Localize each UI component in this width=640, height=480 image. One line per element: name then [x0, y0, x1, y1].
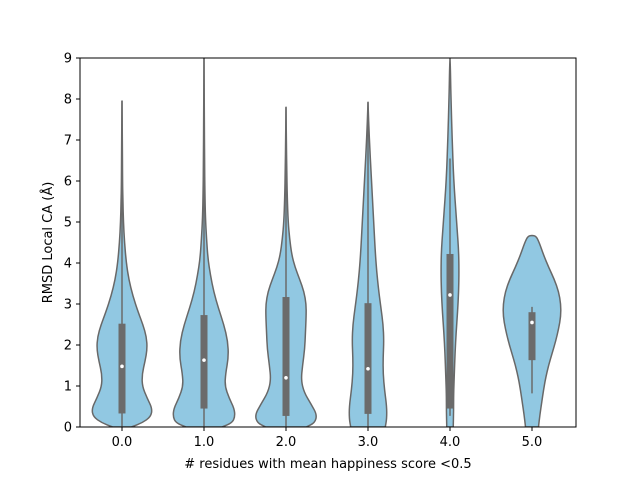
y-tick-label-9: 9: [64, 52, 72, 67]
y-tick-label-7: 7: [64, 134, 72, 149]
x-tick-label-4.0: 4.0: [440, 435, 461, 450]
violin-group-0.0: [91, 100, 153, 427]
y-tick-label-4: 4: [64, 257, 72, 272]
y-tick-label-3: 3: [64, 298, 72, 313]
violin-median-3.0: [366, 366, 370, 371]
x-axis-label: # residues with mean happiness score <0.…: [184, 457, 471, 472]
violin-median-0.0: [120, 364, 124, 369]
x-tick-label-1.0: 1.0: [194, 435, 215, 450]
violin-group-1.0: [172, 58, 236, 427]
violin-iqr-box-0.0: [118, 323, 126, 414]
x-tick-label-3.0: 3.0: [358, 435, 379, 450]
violin-iqr-box-2.0: [282, 297, 290, 416]
violin-median-1.0: [202, 358, 206, 362]
violin-iqr-box-3.0: [364, 303, 372, 414]
violins-layer: [91, 58, 562, 427]
violin-iqr-box-4.0: [446, 253, 454, 409]
y-tick-label-6: 6: [64, 175, 72, 190]
y-axis: 0 1 2 3 4 5 6 7 8 9: [64, 52, 80, 436]
violin-iqr-box-5.0: [528, 312, 536, 361]
violin-group-3.0: [348, 101, 388, 427]
y-tick-label-1: 1: [64, 380, 72, 395]
x-axis: 0.0 1.0 2.0 3.0 4.0 5.0: [112, 427, 543, 450]
violin-median-5.0: [530, 320, 534, 325]
violin-group-2.0: [255, 106, 317, 427]
y-tick-label-5: 5: [64, 216, 72, 231]
y-tick-label-0: 0: [64, 421, 72, 436]
x-tick-label-2.0: 2.0: [276, 435, 297, 450]
violin-median-4.0: [448, 293, 452, 297]
y-axis-label: RMSD Local CA (Å): [40, 182, 56, 304]
violin-median-2.0: [284, 376, 288, 380]
x-tick-label-0.0: 0.0: [112, 435, 133, 450]
y-tick-label-2: 2: [64, 339, 72, 354]
violin-group-4.0: [440, 58, 460, 427]
plot-frame: [79, 57, 577, 428]
violin-group-5.0: [502, 234, 562, 427]
y-tick-label-8: 8: [64, 93, 72, 108]
x-tick-label-5.0: 5.0: [522, 435, 543, 450]
